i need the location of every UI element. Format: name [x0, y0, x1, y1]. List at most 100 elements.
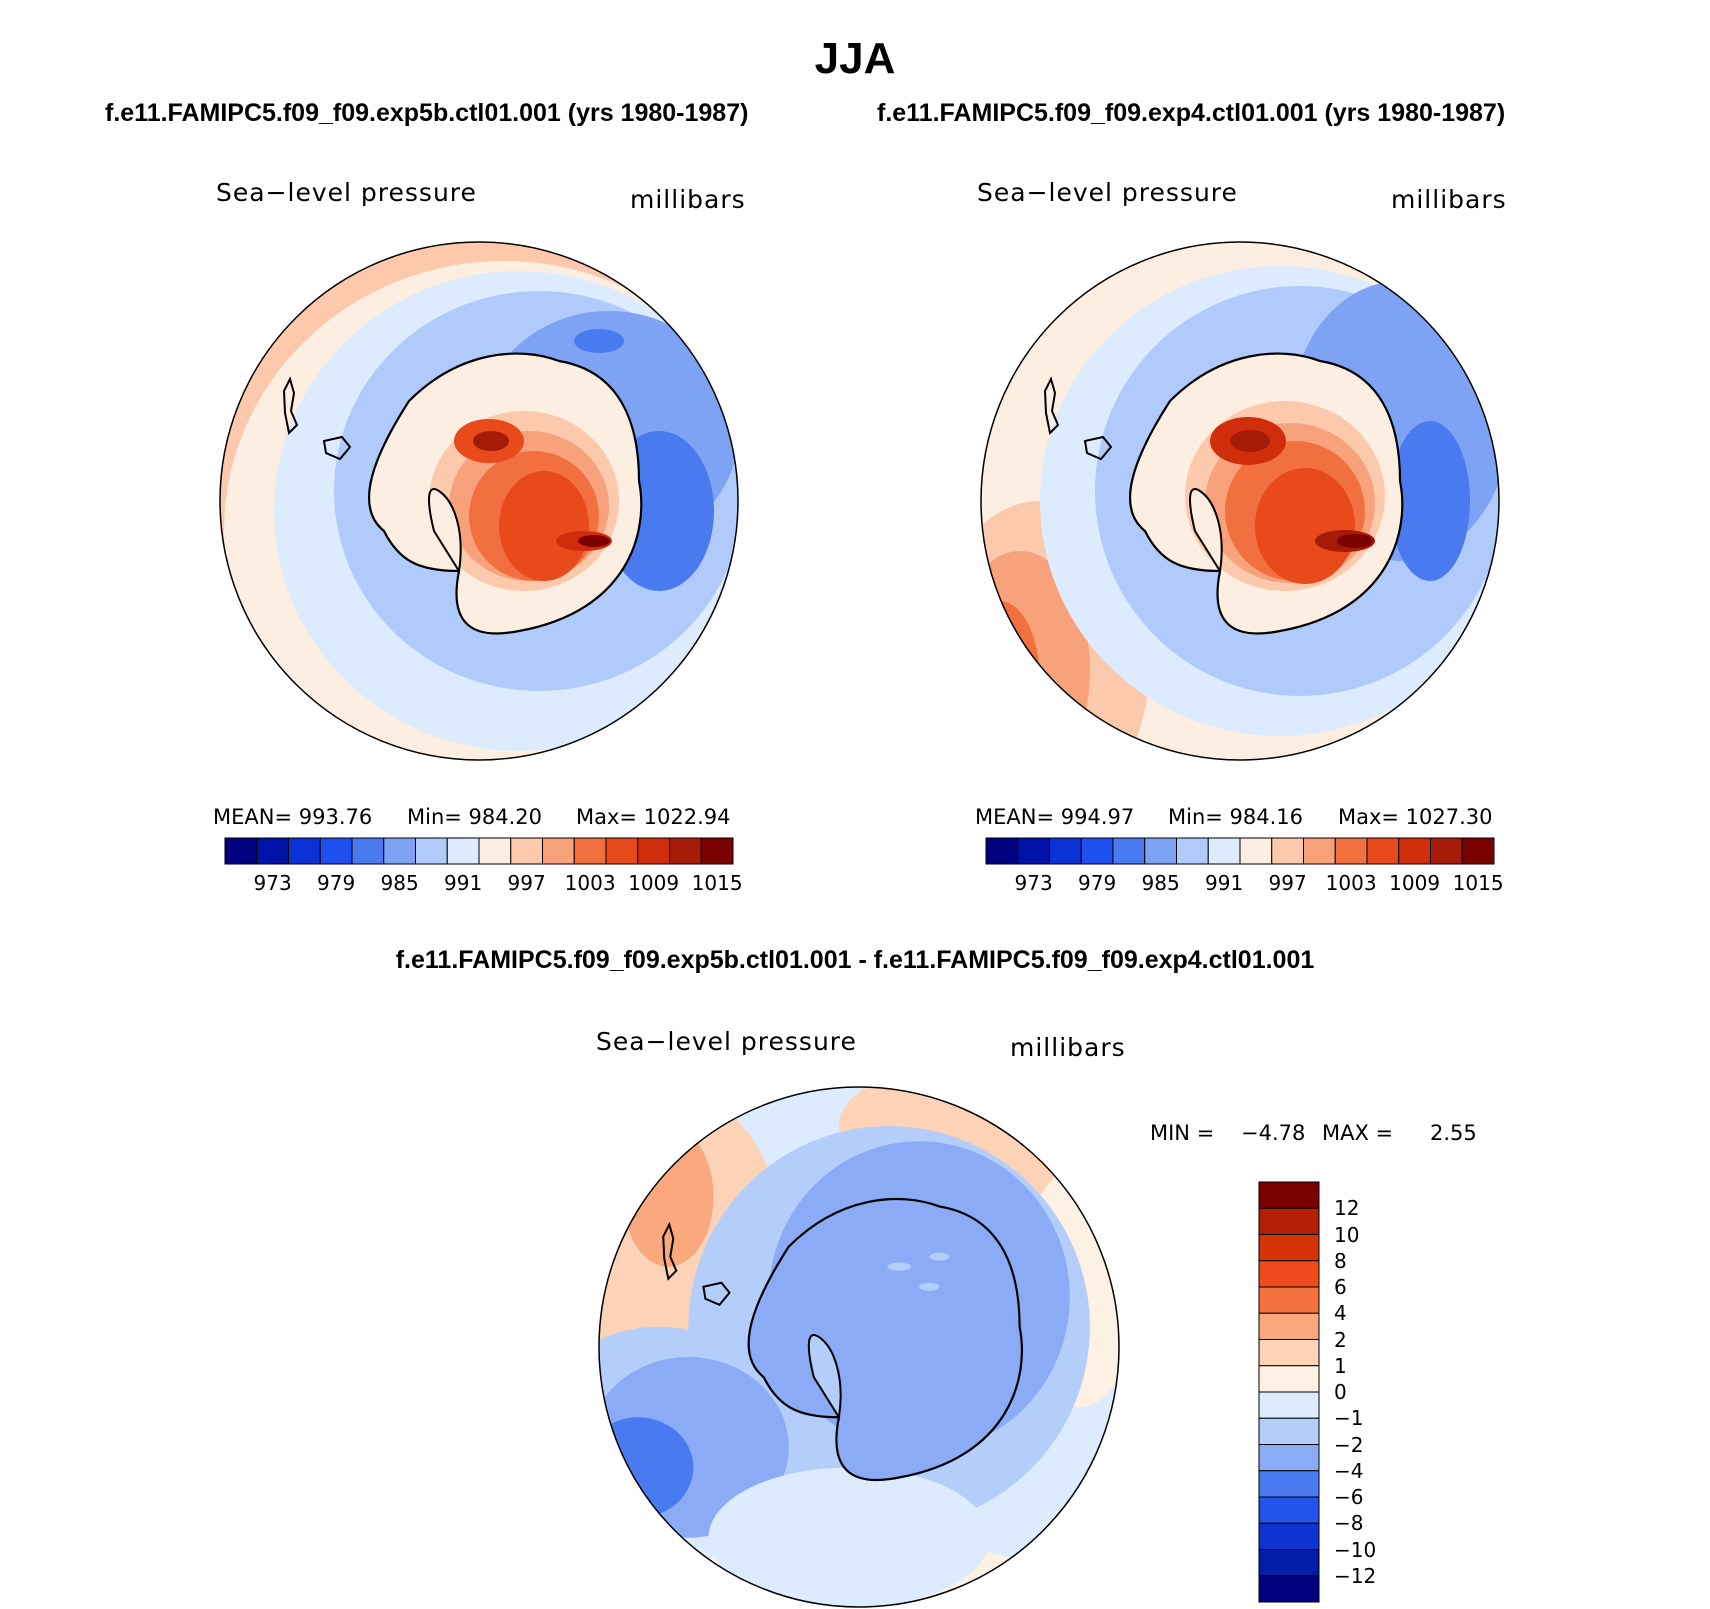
- slp-map-run-a: [219, 241, 739, 761]
- run-b-title: f.e11.FAMIPC5.f09_f09.exp4.ctl01.001 (yr…: [877, 99, 1506, 127]
- colorbar-run-a-tick-label: 979: [317, 871, 356, 895]
- colorbar-difference-swatch: [1258, 1417, 1320, 1445]
- colorbar-difference-swatch: [1258, 1312, 1320, 1340]
- panel-b-max: Max= 1027.30: [1338, 805, 1493, 829]
- colorbar-run-a-tick-label: 997: [507, 871, 546, 895]
- colorbar-difference-tick-label: 0: [1334, 1380, 1347, 1404]
- panel-b-min: Min= 984.16: [1168, 805, 1304, 829]
- colorbar-run-a-swatch: [605, 837, 639, 865]
- run-a-title: f.e11.FAMIPC5.f09_f09.exp5b.ctl01.001 (y…: [105, 99, 749, 127]
- colorbar-difference-swatch: [1258, 1391, 1320, 1419]
- diff-max-label: MAX =: [1322, 1121, 1394, 1145]
- colorbar-difference: [1258, 1181, 1320, 1603]
- colorbar-run-b-swatch: [1112, 837, 1146, 865]
- colorbar-difference-tick-label: −12: [1334, 1563, 1377, 1588]
- colorbar-difference-tick-label: 4: [1334, 1301, 1347, 1326]
- colorbar-run-b-swatch: [1461, 837, 1495, 865]
- colorbar-run-a-swatch: [510, 837, 543, 865]
- panel-a-min: Min= 984.20: [407, 805, 543, 829]
- colorbar-difference-swatch: [1258, 1549, 1320, 1577]
- colorbar-difference-swatch: [1258, 1286, 1320, 1314]
- colorbar-run-b: [985, 837, 1495, 865]
- diff-max-value: 2.55: [1430, 1121, 1477, 1145]
- colorbar-run-b-tick-label: 979: [1078, 871, 1117, 895]
- colorbar-run-a-swatch: [256, 837, 289, 865]
- colorbar-run-a-swatch: [446, 837, 480, 865]
- colorbar-run-a-swatch: [351, 837, 385, 865]
- slp-map-run-b: [980, 241, 1500, 761]
- diff-min-label: MIN =: [1150, 1121, 1215, 1145]
- colorbar-run-b-swatch: [1271, 837, 1304, 865]
- diff-title: f.e11.FAMIPC5.f09_f09.exp5b.ctl01.001 - …: [395, 946, 1315, 974]
- colorbar-run-b-tick-label: 1009: [1389, 871, 1441, 895]
- colorbar-run-b-tick-label: 985: [1141, 871, 1180, 895]
- colorbar-run-b-tick-label: 991: [1205, 871, 1244, 895]
- colorbar-difference-tick-label: 6: [1334, 1275, 1347, 1299]
- colorbar-difference-tick-label: 12: [1334, 1196, 1360, 1221]
- colorbar-run-a-swatch: [637, 837, 670, 865]
- colorbar-run-a-tick-label: 1015: [691, 871, 743, 895]
- colorbar-run-a-tick-label: 973: [253, 871, 292, 895]
- colorbar-run-b-swatch: [1303, 837, 1336, 865]
- colorbar-run-b-swatch: [1398, 837, 1431, 865]
- colorbar-difference-swatch: [1258, 1207, 1320, 1235]
- colorbar-run-b-swatch: [1207, 837, 1241, 865]
- colorbar-run-a-swatch: [573, 837, 607, 865]
- colorbar-run-b-swatch: [1144, 837, 1177, 865]
- colorbar-difference-tick-label: −10: [1334, 1537, 1377, 1562]
- colorbar-run-a-swatch: [319, 837, 353, 865]
- diff-units-label: millibars: [1010, 1033, 1126, 1062]
- panel-b-units-label: millibars: [1391, 185, 1507, 214]
- colorbar-run-a-tick-label: 985: [380, 871, 419, 895]
- colorbar-run-b-swatch: [1049, 837, 1082, 865]
- colorbar-difference-swatch: [1258, 1365, 1320, 1393]
- colorbar-difference-swatch: [1258, 1575, 1320, 1603]
- colorbar-difference-swatch: [1258, 1444, 1320, 1472]
- colorbar-difference-tick-label: −4: [1334, 1458, 1364, 1483]
- colorbar-difference-tick-label: 2: [1334, 1327, 1347, 1352]
- colorbar-difference-swatch: [1258, 1260, 1320, 1288]
- colorbar-run-a-swatch: [383, 837, 416, 865]
- diff-min-value: −4.78: [1241, 1121, 1306, 1145]
- colorbar-difference-swatch: [1258, 1181, 1320, 1209]
- colorbar-run-b-swatch: [1366, 837, 1400, 865]
- colorbar-difference-swatch: [1258, 1234, 1320, 1262]
- colorbar-run-b-swatch: [1080, 837, 1114, 865]
- colorbar-run-a-tick-label: 1009: [628, 871, 680, 895]
- colorbar-run-b-swatch: [1176, 837, 1209, 865]
- colorbar-run-b-swatch: [1334, 837, 1368, 865]
- colorbar-run-a: [224, 837, 734, 865]
- colorbar-difference-swatch: [1258, 1339, 1320, 1367]
- colorbar-run-a-swatch: [288, 837, 321, 865]
- colorbar-run-a-swatch: [415, 837, 448, 865]
- colorbar-run-b-swatch: [985, 837, 1019, 865]
- colorbar-run-b-tick-label: 1015: [1452, 871, 1504, 895]
- colorbar-run-b-tick-label: 973: [1014, 871, 1053, 895]
- colorbar-run-a-swatch: [224, 837, 258, 865]
- panel-b-mean: MEAN= 994.97: [975, 805, 1135, 829]
- colorbar-difference-tick-label: 1: [1334, 1353, 1347, 1378]
- colorbar-run-a-swatch: [478, 837, 512, 865]
- slp-map-difference: [598, 1086, 1120, 1608]
- colorbar-difference-swatch: [1258, 1470, 1320, 1498]
- panel-a-field-label: Sea−level pressure: [216, 178, 477, 207]
- panel-a-mean: MEAN= 993.76: [213, 805, 373, 829]
- colorbar-run-a-swatch: [669, 837, 702, 865]
- colorbar-difference-tick-label: −6: [1334, 1485, 1364, 1509]
- diff-field-label: Sea−level pressure: [596, 1027, 857, 1056]
- colorbar-run-b-tick-label: 997: [1268, 871, 1307, 895]
- colorbar-run-a-swatch: [700, 837, 734, 865]
- colorbar-difference-tick-label: 10: [1334, 1222, 1360, 1247]
- colorbar-run-b-tick-label: 1003: [1325, 871, 1377, 895]
- colorbar-difference-tick-label: −8: [1334, 1511, 1364, 1536]
- panel-a-units-label: millibars: [630, 185, 746, 214]
- colorbar-run-b-swatch: [1017, 837, 1050, 865]
- colorbar-run-b-swatch: [1430, 837, 1463, 865]
- colorbar-difference-swatch: [1258, 1522, 1320, 1550]
- panel-a-max: Max= 1022.94: [576, 805, 731, 829]
- colorbar-difference-swatch: [1258, 1496, 1320, 1524]
- panel-b-field-label: Sea−level pressure: [977, 178, 1238, 207]
- colorbar-run-a-swatch: [542, 837, 575, 865]
- colorbar-run-b-swatch: [1239, 837, 1273, 865]
- colorbar-difference-tick-label: 8: [1334, 1248, 1347, 1273]
